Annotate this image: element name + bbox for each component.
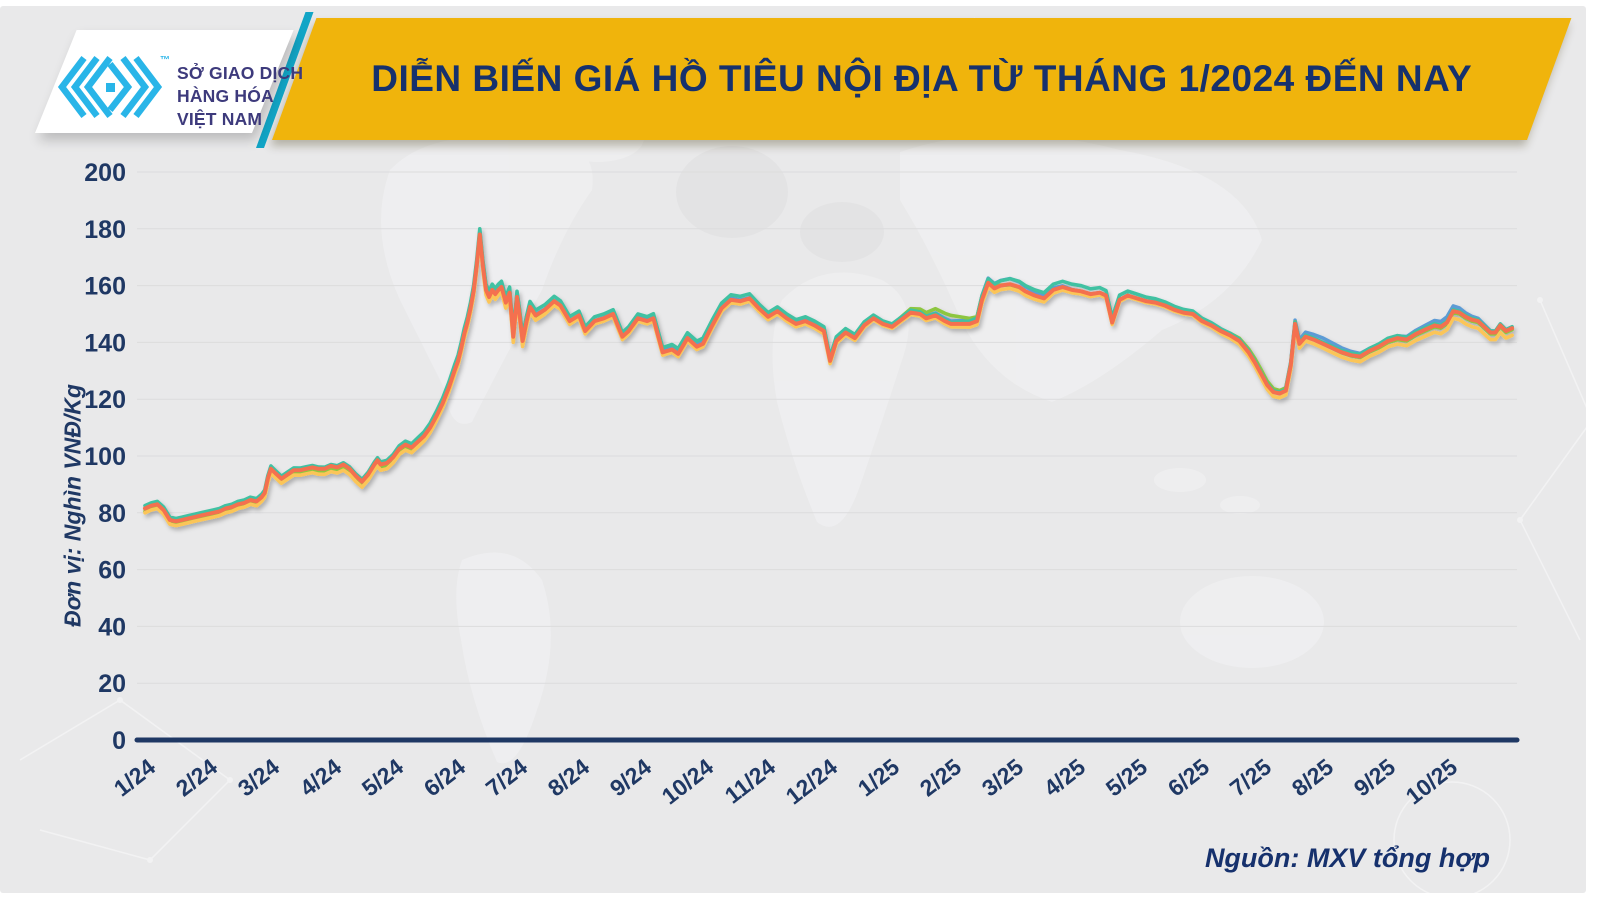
y-axis-tick-label: 100 — [84, 443, 126, 471]
y-axis-tick-label: 0 — [112, 727, 126, 755]
logo-org-line-1: SỞ GIAO DỊCH — [177, 63, 304, 83]
x-axis-tick-label: 6/25 — [1163, 753, 1214, 801]
x-axis-tick-label: 2/24 — [171, 753, 222, 801]
y-axis-tick-label: 60 — [98, 557, 126, 585]
y-axis-tick-label: 80 — [98, 500, 126, 528]
x-axis-tick-label: 7/25 — [1225, 753, 1276, 801]
series-line-orange — [143, 232, 1515, 524]
y-axis-tick-label: 140 — [84, 329, 126, 357]
x-axis-tick-label: 8/24 — [543, 753, 594, 801]
series-lines — [143, 227, 1515, 528]
source-credit: Nguồn: MXV tổng hợp — [1204, 843, 1490, 873]
logo-org-name: SỞ GIAO DỊCH HÀNG HÓA VIỆT NAM — [177, 62, 303, 131]
x-axis-tick-labels: 1/24 2/24 3/24 4/24 5/24 6/24 7/24 8/24 9/24 10/2… — [109, 753, 1462, 809]
x-axis-tick-label: 10/24 — [657, 753, 719, 809]
mxv-logo-icon — [57, 56, 163, 118]
world-map-watermark — [381, 114, 1324, 764]
x-axis-tick-label: 2/25 — [915, 753, 966, 801]
x-axis-tick-label: 3/24 — [233, 753, 284, 801]
x-axis-tick-label: 5/24 — [357, 753, 408, 801]
y-axis-tick-label: 160 — [84, 273, 126, 301]
x-axis-tick-label: 9/25 — [1349, 753, 1400, 801]
y-axis-tick-labels: 0 20 40 60 80 100 120 140 160 180 200 — [84, 159, 126, 755]
y-axis-tick-label: 20 — [98, 670, 126, 698]
logo-org-line-2: HÀNG HÓA — [177, 86, 274, 106]
x-axis-tick-label: 7/24 — [481, 753, 532, 801]
x-axis-tick-label: 1/24 — [109, 753, 160, 801]
title-banner: DIỄN BIẾN GIÁ HỒ TIÊU NỘI ĐỊA TỪ THÁNG 1… — [272, 18, 1572, 140]
x-axis-tick-label: 12/24 — [781, 753, 843, 809]
logo-trademark: ™ — [160, 55, 170, 66]
x-axis-tick-label: 9/24 — [605, 753, 656, 801]
logo-org-line-3: VIỆT NAM — [177, 109, 263, 129]
y-axis-tick-label: 120 — [84, 386, 126, 414]
x-axis-tick-label: 8/25 — [1287, 753, 1338, 801]
y-axis-unit-label: Đơn vị: Nghìn VNĐ/Kg — [59, 384, 86, 627]
x-axis-tick-label: 4/24 — [295, 753, 346, 801]
y-axis-tick-label: 40 — [98, 613, 126, 641]
chart-title: DIỄN BIẾN GIÁ HỒ TIÊU NỘI ĐỊA TỪ THÁNG 1… — [371, 58, 1473, 99]
x-axis-tick-label: 1/25 — [853, 753, 904, 801]
mxv-logo: ™ SỞ GIAO DỊCH HÀNG HÓA VIỆT NAM — [0, 0, 340, 150]
y-axis-tick-label: 180 — [84, 216, 126, 244]
x-axis-tick-label: 6/24 — [419, 753, 470, 801]
x-axis-tick-label: 3/25 — [977, 753, 1028, 801]
x-axis-tick-label: 5/25 — [1101, 753, 1152, 801]
x-axis-tick-label: 4/25 — [1039, 753, 1090, 801]
y-axis-tick-label: 200 — [84, 159, 126, 187]
x-axis-tick-label: 11/24 — [720, 753, 781, 808]
